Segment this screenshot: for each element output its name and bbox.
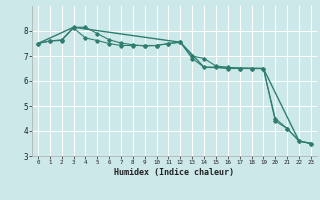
X-axis label: Humidex (Indice chaleur): Humidex (Indice chaleur) [115,168,234,177]
